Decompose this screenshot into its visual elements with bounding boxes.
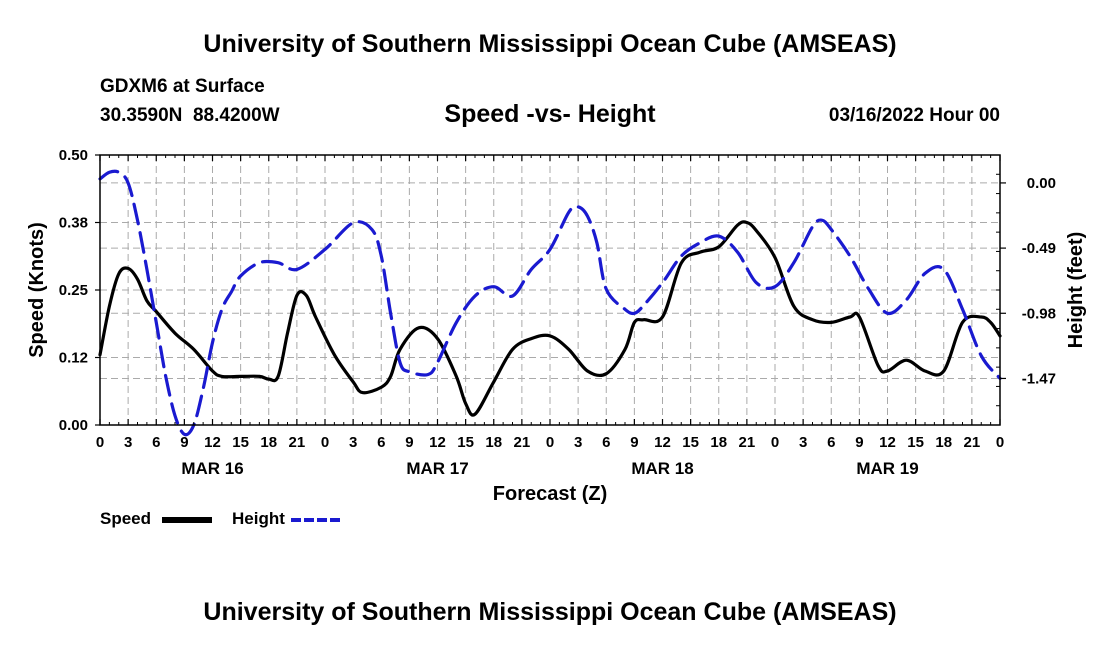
x-tick-label: 18	[485, 434, 502, 451]
x-tick-label: 12	[654, 434, 671, 451]
x-tick-label: 3	[124, 434, 132, 451]
grid	[100, 155, 1000, 425]
y2-tick-label: -0.49	[1022, 240, 1056, 257]
legend-height-label: Height	[232, 509, 285, 528]
x-tick-label: 18	[935, 434, 952, 451]
y-tick-label: 0.25	[59, 282, 88, 299]
x-tick-label: 15	[457, 434, 474, 451]
x-tick-label: 0	[771, 434, 779, 451]
x-tick-label: 21	[739, 434, 756, 451]
x-tick-label: 12	[204, 434, 221, 451]
chart-subtitle: Speed -vs- Height	[444, 100, 656, 128]
x-tick-label: 0	[321, 434, 329, 451]
y-tick-label: 0.12	[59, 350, 88, 367]
x-tick-label: 21	[964, 434, 981, 451]
x-tick-label: 15	[907, 434, 924, 451]
legend-height-swatch	[291, 518, 342, 522]
page-title: University of Southern Mississippi Ocean…	[203, 30, 897, 58]
x-tick-label: 6	[602, 434, 610, 451]
day-label: MAR 16	[181, 459, 243, 478]
x-tick-label: 0	[996, 434, 1004, 451]
x-tick-label: 6	[377, 434, 385, 451]
x-tick-label: 12	[879, 434, 896, 451]
series-layer	[98, 169, 1002, 437]
forecast-datetime: 03/16/2022 Hour 00	[828, 105, 1000, 126]
series-line-height	[98, 169, 1002, 437]
x-tick-label: 18	[710, 434, 727, 451]
y-axis-label: Speed (Knots)	[26, 222, 48, 358]
y2-tick-label: -0.98	[1022, 305, 1056, 322]
legend-speed-swatch	[162, 517, 212, 523]
day-label: MAR 17	[406, 459, 468, 478]
x-tick-label: 3	[799, 434, 807, 451]
x-tick-label: 9	[180, 434, 188, 451]
x-tick-label: 0	[96, 434, 104, 451]
legend-speed-label: Speed	[100, 509, 152, 528]
x-tick-label: 0	[546, 434, 554, 451]
x-tick-label: 15	[682, 434, 699, 451]
x-tick-label: 9	[405, 434, 413, 451]
x-tick-label: 6	[827, 434, 835, 451]
y2-axis-label: Height (feet)	[1065, 232, 1087, 349]
station-label: GDXM6 at Surface	[100, 76, 265, 97]
footer-title: University of Southern Mississippi Ocean…	[203, 598, 897, 626]
y-tick-label: 0.38	[59, 215, 88, 232]
ticks: 0 3 6 9 12 15 18 21 0 3 6 9 12 15 18 21 0 3 6 9 12 15 18 21 0 3 6 9…	[59, 147, 1056, 478]
x-tick-label: 21	[289, 434, 306, 451]
series-line-speed	[98, 220, 1002, 417]
y-tick-label: 0.50	[59, 147, 88, 164]
x-tick-label: 9	[630, 434, 638, 451]
x-tick-label: 6	[152, 434, 160, 451]
x-tick-label: 3	[574, 434, 582, 451]
x-tick-label: 21	[514, 434, 531, 451]
coordinates-label: 30.3590N 88.4200W	[100, 105, 280, 126]
day-label: MAR 18	[631, 459, 693, 478]
y-tick-label: 0.00	[59, 417, 88, 434]
x-tick-label: 9	[855, 434, 863, 451]
x-tick-label: 3	[349, 434, 357, 451]
y2-tick-label: 0.00	[1027, 175, 1056, 192]
x-tick-label: 18	[260, 434, 277, 451]
x-tick-label: 15	[232, 434, 249, 451]
y2-tick-label: -1.47	[1022, 370, 1056, 387]
x-axis-label: Forecast (Z)	[493, 483, 607, 505]
day-label: MAR 19	[856, 459, 918, 478]
x-tick-label: 12	[429, 434, 446, 451]
